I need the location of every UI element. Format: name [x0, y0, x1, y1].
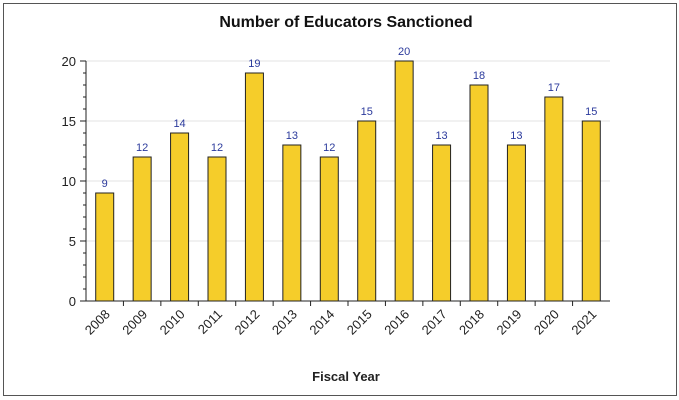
- x-tick-label-2015: 2015: [344, 307, 375, 338]
- bars: [95, 60, 601, 302]
- axes: [80, 60, 610, 306]
- y-tick-label: 5: [69, 234, 76, 249]
- x-tick-label-2018: 2018: [456, 307, 487, 338]
- x-tick-label-2013: 2013: [269, 307, 300, 338]
- bar-2019: [506, 144, 526, 302]
- bar-2014: [319, 156, 339, 302]
- y-tick-label: 20: [62, 54, 76, 69]
- x-tick-label-2010: 2010: [157, 307, 188, 338]
- bar-2020: [544, 96, 564, 302]
- bar-2013: [282, 144, 302, 302]
- bar-2015: [357, 120, 377, 302]
- bar-2021: [581, 120, 601, 302]
- bar-2009: [132, 156, 152, 302]
- x-tick-label-2009: 2009: [119, 307, 150, 338]
- y-tick-label: 0: [69, 294, 76, 309]
- data-label-2014: 12: [323, 142, 335, 154]
- data-label-2017: 13: [435, 130, 447, 142]
- data-label-2015: 15: [361, 106, 373, 118]
- y-tick-label: 10: [62, 174, 76, 189]
- chart-frame: [3, 3, 677, 396]
- x-axis-title: Fiscal Year: [312, 369, 380, 384]
- x-tick-label-2020: 2020: [531, 307, 562, 338]
- x-tick-label-2019: 2019: [493, 307, 524, 338]
- data-label-2018: 18: [473, 70, 485, 82]
- bar-2018: [469, 84, 489, 302]
- data-label-2013: 13: [286, 130, 298, 142]
- data-label-2009: 12: [136, 142, 148, 154]
- data-label-2012: 19: [248, 58, 260, 70]
- bar-2011: [207, 156, 227, 302]
- data-label-2016: 20: [398, 46, 410, 58]
- x-tick-label-2016: 2016: [381, 307, 412, 338]
- x-tick-label-2011: 2011: [195, 307, 225, 337]
- data-label-2010: 14: [173, 118, 185, 130]
- gridlines: [86, 60, 610, 242]
- bar-2012: [244, 72, 264, 302]
- bar-2016: [394, 60, 414, 302]
- bar-2017: [432, 144, 452, 302]
- x-tick-label-2021: 2021: [568, 307, 599, 338]
- y-tick-label: 15: [62, 114, 76, 129]
- x-tick-label-2014: 2014: [306, 307, 337, 338]
- x-tick-label-2012: 2012: [231, 307, 262, 338]
- data-label-2019: 13: [510, 130, 522, 142]
- data-label-2011: 12: [211, 142, 223, 154]
- bar-2008: [95, 192, 115, 302]
- bar-2010: [170, 132, 190, 302]
- chart-title: Number of Educators Sanctioned: [219, 14, 472, 31]
- data-label-2020: 17: [548, 82, 560, 94]
- data-label-2008: 9: [102, 178, 108, 190]
- x-tick-label-2017: 2017: [419, 307, 450, 338]
- x-tick-label-2008: 2008: [82, 307, 113, 338]
- data-label-2021: 15: [585, 106, 597, 118]
